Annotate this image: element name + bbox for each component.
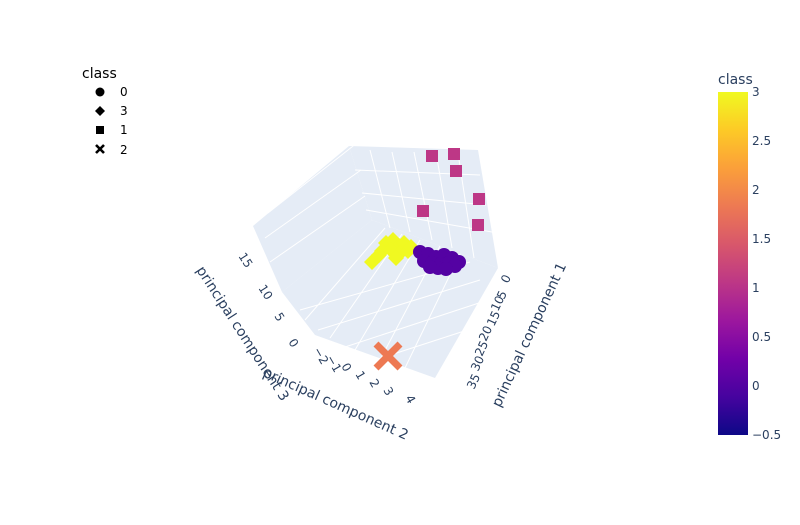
legend-item-0[interactable]: 0	[95, 85, 128, 99]
z-tick-label: 5	[271, 310, 287, 324]
point-square	[417, 205, 429, 217]
x-tick-label: 15	[484, 309, 503, 329]
z-tick-label: 0	[285, 336, 301, 350]
point-square	[473, 193, 485, 205]
y-axis-title: principal component 2	[260, 365, 410, 444]
z-tick-label: 10	[255, 282, 275, 302]
legend-label: 3	[120, 104, 128, 118]
colorbar-tick-label: 0.5	[752, 330, 771, 344]
colorbar-tick-label: 2.5	[752, 134, 771, 148]
legend-item-2[interactable]: 2	[95, 143, 128, 157]
back-pane-left	[253, 146, 372, 292]
y-tick-label: 2	[366, 377, 382, 391]
colorbar: class 3 2.5 2 1.5 1 0.5 0 −0.5	[718, 72, 781, 442]
colorbar-gradient	[718, 92, 748, 435]
y-tick-label: 3	[380, 385, 396, 399]
point-diamond	[371, 247, 387, 263]
legend-label: 0	[120, 85, 128, 99]
legend-title: class	[82, 66, 117, 82]
x-tick-label: 30	[468, 354, 487, 374]
z-axis-title: principal component 3	[193, 263, 292, 404]
legend-item-3[interactable]: 3	[95, 104, 128, 118]
colorbar-tick-label: 0	[752, 379, 760, 393]
point-circle	[423, 260, 437, 274]
x-tick-label: 25	[472, 339, 491, 359]
z-tick-label: 15	[235, 250, 255, 270]
x-tick-label: 0	[498, 272, 514, 285]
point-square	[426, 150, 438, 162]
colorbar-tick-label: 3	[752, 85, 760, 99]
data-marks	[364, 148, 485, 371]
y-tick-label: 1	[352, 369, 368, 383]
x-tick-label: 10	[488, 294, 507, 314]
point-x	[373, 341, 403, 371]
y-tick-label: 4	[402, 393, 418, 407]
colorbar-tick-label: −0.5	[752, 428, 781, 442]
point-square	[450, 165, 462, 177]
legend-symbol-circle	[95, 87, 105, 97]
legend-symbol-diamond	[95, 106, 105, 116]
x-tick-label: 20	[476, 324, 495, 344]
legend-label: 2	[120, 143, 128, 157]
legend[interactable]: class 0 3 1 2	[82, 66, 128, 157]
point-circle	[439, 262, 453, 276]
colorbar-title: class	[718, 72, 753, 88]
colorbar-tick-label: 2	[752, 183, 760, 197]
legend-item-1[interactable]: 1	[96, 123, 128, 137]
legend-label: 1	[120, 123, 128, 137]
legend-symbol-x	[95, 144, 105, 154]
legend-symbol-square	[96, 126, 104, 134]
colorbar-tick-label: 1.5	[752, 232, 771, 246]
point-diamond	[388, 250, 404, 266]
point-square	[448, 148, 460, 160]
colorbar-ticks: 3 2.5 2 1.5 1 0.5 0 −0.5	[752, 85, 781, 442]
point-square	[472, 219, 484, 231]
x-axis-title: principal component 1	[489, 260, 570, 409]
x-tick-label: 35	[464, 372, 483, 392]
colorbar-tick-label: 1	[752, 281, 760, 295]
